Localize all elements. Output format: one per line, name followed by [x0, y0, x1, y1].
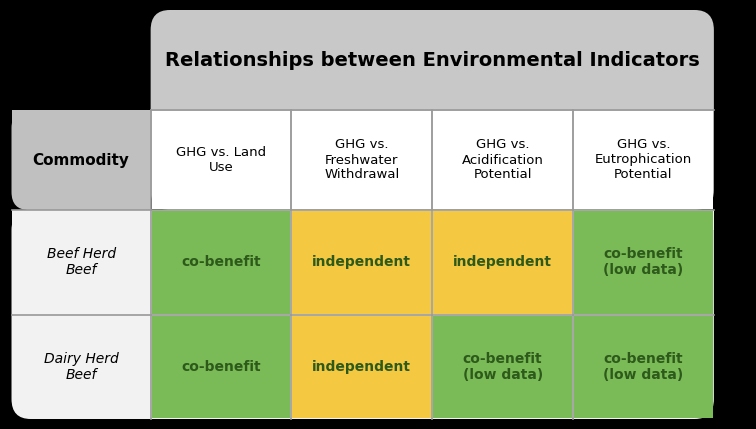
Bar: [293, 315, 432, 418]
Text: co-benefit: co-benefit: [181, 255, 261, 269]
Text: Commodity: Commodity: [33, 152, 129, 167]
Bar: [152, 111, 290, 209]
Bar: [433, 111, 572, 209]
Text: GHG vs.
Acidification
Potential: GHG vs. Acidification Potential: [462, 139, 544, 181]
Text: GHG vs.
Eutrophication
Potential: GHG vs. Eutrophication Potential: [595, 139, 692, 181]
Text: Dairy Herd
Beef: Dairy Herd Beef: [44, 352, 119, 382]
Bar: [81, 110, 150, 210]
Bar: [293, 111, 432, 209]
Bar: [11, 210, 714, 230]
Bar: [293, 211, 432, 314]
Text: Beef Herd
Beef: Beef Herd Beef: [47, 247, 116, 278]
Text: co-benefit
(low data): co-benefit (low data): [603, 247, 683, 278]
Bar: [574, 211, 713, 314]
Text: co-benefit
(low data): co-benefit (low data): [603, 352, 683, 382]
Text: independent: independent: [312, 360, 411, 374]
Bar: [433, 315, 572, 418]
Text: co-benefit: co-benefit: [181, 360, 261, 374]
Bar: [11, 110, 150, 160]
Bar: [574, 111, 713, 209]
FancyBboxPatch shape: [11, 110, 150, 210]
Bar: [574, 315, 713, 418]
Text: GHG vs.
Freshwater
Withdrawal: GHG vs. Freshwater Withdrawal: [324, 139, 399, 181]
Bar: [152, 211, 290, 314]
Bar: [433, 211, 572, 314]
Text: independent: independent: [453, 255, 552, 269]
FancyBboxPatch shape: [150, 10, 714, 210]
Bar: [152, 315, 290, 418]
Text: co-benefit
(low data): co-benefit (low data): [463, 352, 543, 382]
Text: Relationships between Environmental Indicators: Relationships between Environmental Indi…: [165, 51, 699, 69]
FancyBboxPatch shape: [11, 210, 714, 419]
Text: independent: independent: [312, 255, 411, 269]
Text: GHG vs. Land
Use: GHG vs. Land Use: [176, 146, 266, 174]
